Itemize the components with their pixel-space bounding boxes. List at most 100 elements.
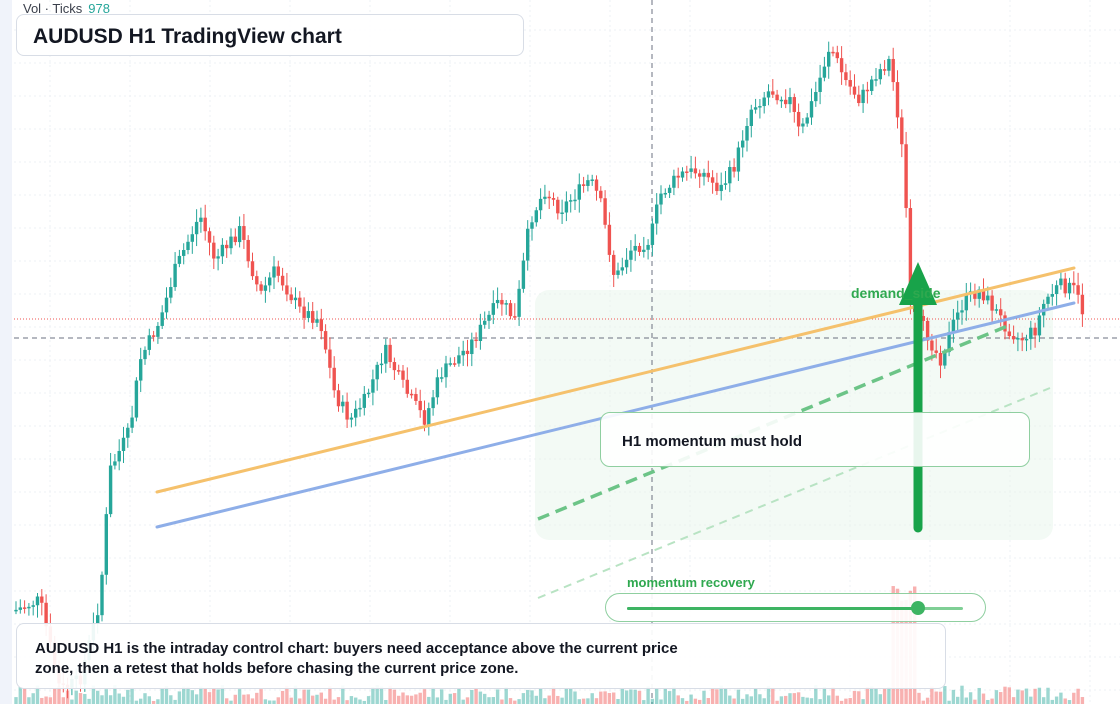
demand-zone-label: demand_side bbox=[851, 285, 941, 301]
candle-body bbox=[452, 363, 457, 365]
candle-body bbox=[495, 299, 500, 304]
candle-body bbox=[216, 256, 220, 259]
candle-body bbox=[186, 241, 190, 251]
volume-bar bbox=[293, 685, 298, 704]
candle-body bbox=[263, 285, 268, 291]
volume-bar bbox=[1037, 687, 1042, 704]
volume-bar bbox=[848, 698, 852, 704]
volume-bar bbox=[805, 697, 809, 704]
volume-bar bbox=[194, 694, 199, 704]
candle-body bbox=[719, 184, 723, 192]
volume-bar bbox=[508, 698, 513, 704]
volume-bar bbox=[276, 697, 280, 704]
volume-bar bbox=[796, 692, 801, 704]
candle-body bbox=[581, 184, 586, 186]
volume-bar bbox=[216, 689, 220, 704]
volume-bar bbox=[1033, 688, 1037, 704]
volume-bar bbox=[487, 697, 491, 704]
volume-bar bbox=[349, 696, 354, 704]
volume-bar bbox=[917, 692, 921, 704]
volume-bar bbox=[861, 699, 865, 704]
volume-bar bbox=[827, 695, 831, 704]
volume-bar bbox=[513, 700, 517, 704]
candle-body bbox=[397, 370, 401, 372]
volume-bar bbox=[728, 695, 732, 704]
candle-body bbox=[603, 198, 607, 225]
volume-bar bbox=[409, 695, 414, 704]
candle-body bbox=[293, 297, 298, 301]
candle-body bbox=[237, 226, 242, 243]
volume-bar bbox=[1007, 687, 1011, 704]
candle-body bbox=[14, 609, 18, 612]
volume-bar bbox=[461, 699, 465, 704]
volume-bar bbox=[878, 694, 882, 704]
volume-bar bbox=[298, 698, 302, 704]
candle-body bbox=[801, 123, 805, 127]
candle-body bbox=[981, 289, 986, 301]
volume-bar bbox=[48, 697, 53, 704]
candle-body bbox=[659, 193, 663, 205]
volume-bar bbox=[947, 700, 951, 704]
arrow-up-icon bbox=[899, 262, 937, 305]
volume-bar bbox=[418, 692, 422, 704]
slider-thumb[interactable] bbox=[910, 601, 925, 615]
volume-bar bbox=[788, 693, 792, 704]
candle-body bbox=[538, 198, 543, 211]
volume-bar bbox=[126, 689, 130, 704]
candle-body bbox=[986, 295, 990, 301]
volume-bar bbox=[1042, 697, 1046, 704]
volume-bar bbox=[121, 696, 126, 704]
volume-bar bbox=[551, 686, 556, 704]
candle-body bbox=[590, 179, 594, 181]
volume-bar bbox=[397, 695, 401, 704]
candle-body bbox=[831, 51, 835, 54]
candle-body bbox=[18, 607, 22, 610]
candle-body bbox=[663, 192, 667, 195]
candle-body bbox=[891, 58, 895, 83]
volume-bar bbox=[444, 699, 448, 704]
volume-bar bbox=[771, 687, 775, 704]
volume-bar bbox=[887, 687, 891, 704]
candle-body bbox=[126, 427, 130, 438]
momentum-slider[interactable] bbox=[605, 593, 986, 622]
candle-body bbox=[887, 58, 891, 71]
volume-bar bbox=[556, 695, 560, 704]
candle-body bbox=[560, 212, 564, 215]
candle-body bbox=[530, 222, 534, 229]
candle-body bbox=[925, 320, 930, 341]
candle-body bbox=[379, 363, 384, 366]
candle-body bbox=[27, 606, 31, 609]
candle-body bbox=[220, 244, 225, 257]
candle-body bbox=[311, 311, 315, 323]
candle-body bbox=[698, 173, 702, 177]
candle-body bbox=[457, 355, 461, 364]
candle-body bbox=[753, 107, 758, 110]
candle-body bbox=[298, 297, 302, 307]
candle-body bbox=[964, 293, 968, 311]
volume-bar bbox=[366, 696, 371, 704]
volume-bar bbox=[250, 698, 255, 704]
volume-bar bbox=[642, 700, 646, 704]
candle-body bbox=[1033, 327, 1037, 336]
volume-bar bbox=[659, 699, 663, 704]
volume-bar bbox=[160, 688, 164, 704]
volume-bar bbox=[431, 687, 435, 704]
volume-bar bbox=[371, 687, 375, 704]
candle-body bbox=[938, 352, 943, 366]
volume-bar bbox=[934, 691, 938, 704]
candle-body bbox=[573, 199, 577, 202]
volume-bar bbox=[272, 700, 276, 704]
volume-bar bbox=[147, 696, 151, 704]
candle-body bbox=[1016, 338, 1020, 340]
candle-body bbox=[1007, 331, 1011, 337]
volume-bar bbox=[964, 697, 968, 704]
volume-bar bbox=[921, 700, 925, 704]
momentum-callout[interactable]: H1 momentum must hold bbox=[600, 412, 1030, 467]
candle-body bbox=[1011, 336, 1016, 340]
candle-body bbox=[762, 97, 766, 107]
candle-body bbox=[616, 270, 620, 275]
volume-bar bbox=[207, 692, 212, 704]
volume-bar bbox=[134, 700, 139, 704]
volume-bar bbox=[839, 700, 844, 704]
volume-legend: Vol · Ticks 978 bbox=[23, 1, 110, 16]
